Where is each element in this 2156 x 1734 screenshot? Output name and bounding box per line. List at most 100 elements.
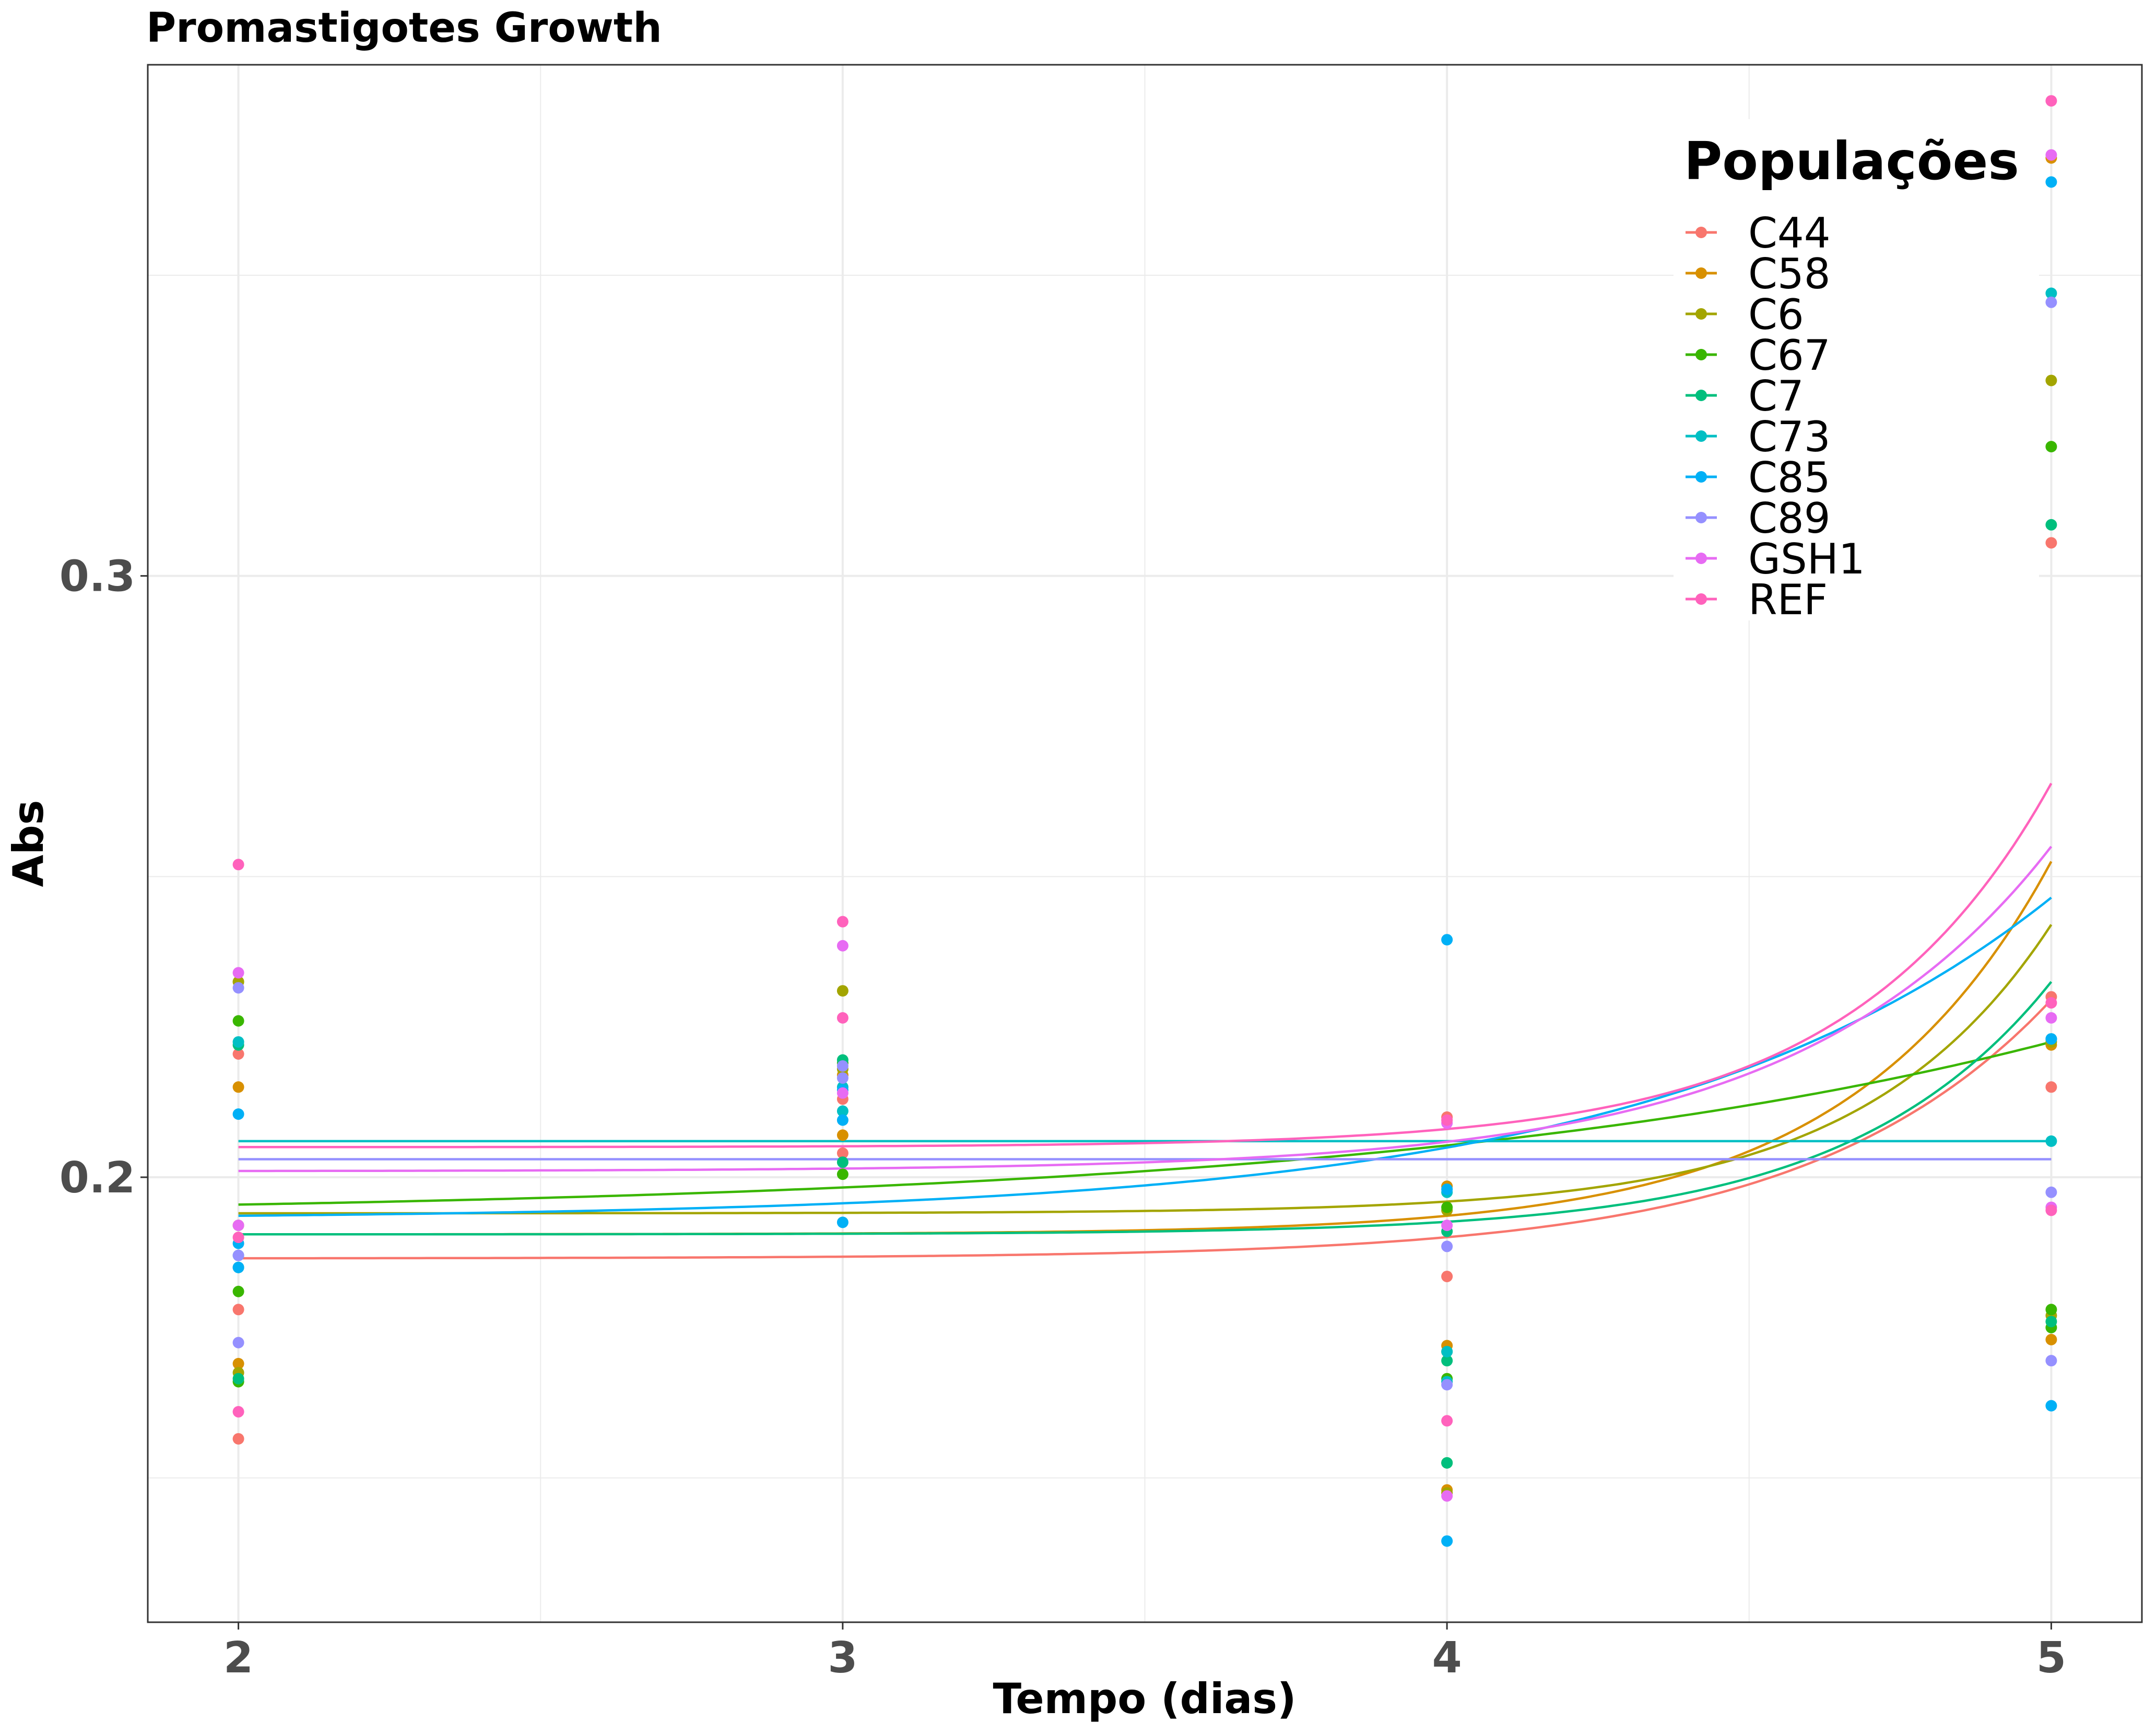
- legend-label-c44: C44: [1748, 209, 1831, 257]
- legend-label-c89: C89: [1748, 494, 1831, 543]
- y-tick-label: 0.2: [60, 1153, 135, 1203]
- legend-key-point-c85: [1695, 471, 1707, 483]
- data-point-c73: [837, 1105, 849, 1117]
- legend-key-point-c58: [1695, 267, 1707, 279]
- plot-panel-border: [147, 64, 2143, 1623]
- data-point-c6: [837, 985, 849, 997]
- chart-title: Promastigotes Growth: [146, 5, 662, 52]
- data-point-gsh1: [232, 967, 244, 979]
- legend-label-c7: C7: [1748, 372, 1804, 420]
- data-point-c73: [232, 1036, 244, 1048]
- legend-background: [1674, 119, 2039, 620]
- data-point-gsh1: [837, 1087, 849, 1099]
- legend-label-c67: C67: [1748, 331, 1831, 380]
- data-point-ref: [232, 859, 244, 871]
- data-point-gsh1: [1441, 1490, 1453, 1502]
- data-point-c85: [1441, 1535, 1453, 1547]
- data-point-gsh1: [837, 940, 849, 952]
- data-point-c58: [2045, 1333, 2057, 1345]
- legend-key-point-c73: [1695, 430, 1707, 442]
- data-point-c85: [837, 1114, 849, 1126]
- data-point-c85: [2045, 1033, 2057, 1045]
- data-point-c44: [1441, 1270, 1453, 1282]
- data-point-c89: [2045, 296, 2057, 308]
- x-tick-label: 3: [828, 1633, 857, 1683]
- legend-key-point-c7: [1695, 390, 1707, 401]
- legend-key-point-c89: [1695, 512, 1707, 523]
- y-axis-title: Abs: [4, 800, 53, 887]
- legend-label-c6: C6: [1748, 290, 1804, 339]
- data-point-c85: [1441, 1184, 1453, 1196]
- data-point-c89: [232, 982, 244, 994]
- data-point-ref: [1441, 1114, 1453, 1126]
- data-point-c6: [2045, 374, 2057, 386]
- fit-curves: [238, 782, 2053, 1260]
- data-point-c85: [837, 1216, 849, 1228]
- data-point-c73: [1441, 1345, 1453, 1357]
- data-point-c89: [232, 1337, 244, 1349]
- data-point-c67: [2045, 1304, 2057, 1316]
- data-point-c67: [232, 1015, 244, 1027]
- data-point-c7: [1441, 1457, 1453, 1469]
- data-point-c7: [837, 1156, 849, 1168]
- data-point-ref: [837, 1012, 849, 1024]
- legend-key-point-gsh1: [1695, 553, 1707, 564]
- fit-curve-c44: [238, 999, 2053, 1260]
- data-point-c58: [837, 1129, 849, 1141]
- data-point-ref: [232, 1406, 244, 1418]
- data-point-gsh1: [1441, 1220, 1453, 1232]
- data-point-c89: [837, 1060, 849, 1072]
- data-point-c67: [837, 1168, 849, 1180]
- legend-title: Populações: [1684, 131, 2019, 192]
- fit-curve-c85: [238, 896, 2052, 1217]
- data-point-gsh1: [2045, 1012, 2057, 1024]
- legend-key-point-c6: [1695, 308, 1707, 320]
- data-point-ref: [232, 1232, 244, 1244]
- fit-curve-ref: [238, 782, 2053, 1149]
- data-point-ref: [2045, 95, 2057, 107]
- data-point-ref: [837, 916, 849, 928]
- x-tick-label: 2: [223, 1633, 253, 1683]
- data-point-c44: [837, 1147, 849, 1159]
- data-point-ref: [2045, 997, 2057, 1009]
- data-point-c7: [2045, 519, 2057, 531]
- data-point-c85: [2045, 1400, 2057, 1412]
- data-point-c7: [2045, 1316, 2057, 1328]
- data-point-c85: [232, 1108, 244, 1120]
- data-point-c7: [1441, 1355, 1453, 1367]
- x-axis-ticks: 2 3 4 5: [223, 1622, 2066, 1683]
- data-point-gsh1: [232, 1220, 244, 1232]
- legend-label-c58: C58: [1748, 250, 1831, 298]
- data-point-c7: [232, 1373, 244, 1385]
- data-point-c73: [2045, 1135, 2057, 1147]
- data-point-c67: [1441, 1201, 1453, 1213]
- legend-key-point-c67: [1695, 349, 1707, 360]
- data-point-c73: [2045, 287, 2057, 299]
- data-point-c89: [232, 1249, 244, 1261]
- data-point-ref: [1441, 1415, 1453, 1427]
- data-point-c67: [232, 1285, 244, 1297]
- legend-key-point-ref: [1695, 593, 1707, 605]
- x-tick-label: 5: [2036, 1633, 2066, 1683]
- x-axis-title: Tempo (dias): [993, 1674, 1296, 1723]
- fit-curve-c67: [238, 1040, 2052, 1206]
- fit-curve-gsh1: [238, 846, 2053, 1173]
- legend-key-point-c44: [1695, 227, 1707, 238]
- data-point-gsh1: [2045, 149, 2057, 161]
- data-point-c44: [2045, 537, 2057, 549]
- data-point-c89: [1441, 1379, 1453, 1391]
- data-point-c44: [232, 1304, 244, 1316]
- fit-curve-c6: [238, 924, 2053, 1215]
- legend-label-c85: C85: [1748, 453, 1831, 502]
- data-point-c85: [1441, 934, 1453, 946]
- data-point-c89: [2045, 1355, 2057, 1367]
- legend-label-gsh1: GSH1: [1748, 535, 1865, 583]
- data-points: [232, 95, 2057, 1547]
- data-point-c58: [232, 1357, 244, 1369]
- data-point-c89: [837, 1072, 849, 1084]
- data-point-c44: [232, 1048, 244, 1060]
- data-point-c85: [232, 1261, 244, 1273]
- legend-label-c73: C73: [1748, 413, 1831, 461]
